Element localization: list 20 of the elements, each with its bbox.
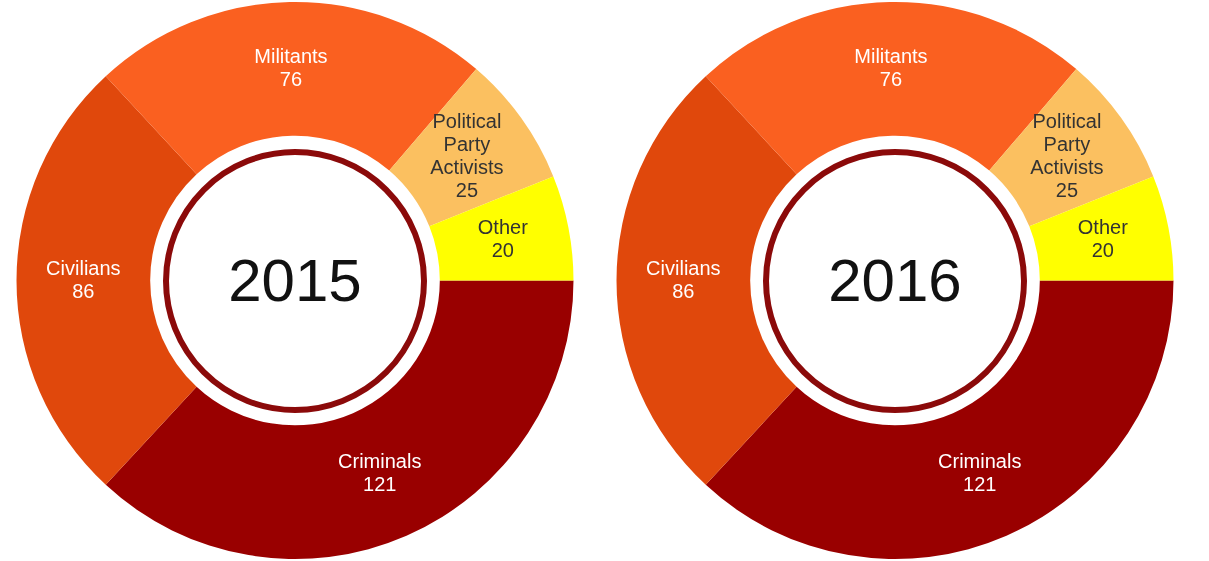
data-label: 76 [879, 67, 903, 90]
slice-label: Criminals [938, 450, 1022, 473]
data-label: 76 [279, 67, 303, 90]
slice-label: Civilians [46, 256, 121, 279]
slice-label: Militants [254, 44, 328, 67]
slice-label: Militants [854, 44, 928, 67]
slice-label: Political Party Activists [430, 110, 504, 179]
data-label: 121 [363, 473, 397, 496]
data-label: 25 [1055, 179, 1079, 202]
data-label: 25 [455, 179, 479, 202]
data-label: 86 [672, 279, 695, 302]
data-label: 20 [1091, 239, 1114, 262]
slice-label: Political Party Activists [1030, 110, 1104, 179]
slice-label: Civilians [646, 256, 721, 279]
data-label: 121 [963, 473, 997, 496]
slice-label: Other [477, 216, 529, 239]
data-label: 86 [72, 279, 95, 302]
data-label: 20 [491, 239, 514, 262]
slice-label: Other [1077, 216, 1129, 239]
slice-label: Criminals [338, 450, 422, 473]
